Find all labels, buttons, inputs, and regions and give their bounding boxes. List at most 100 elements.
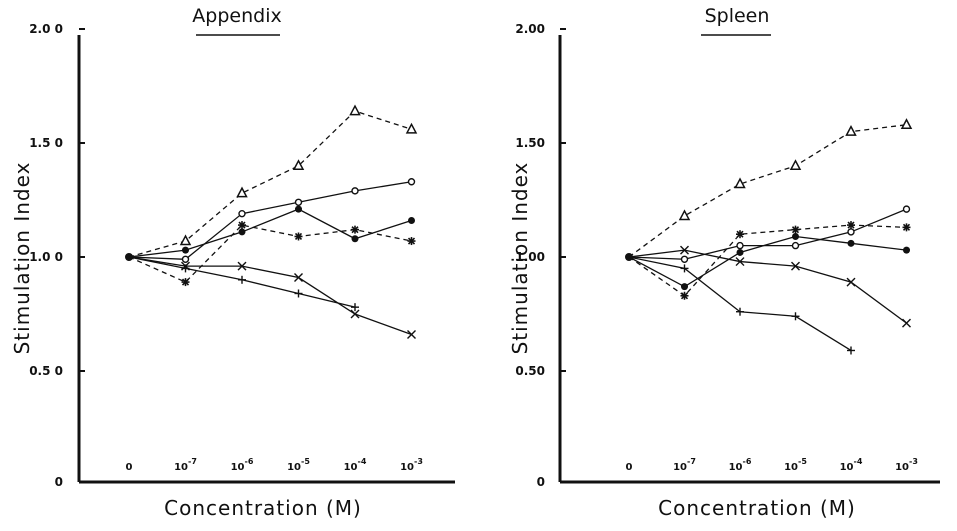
triangle-marker: [236, 186, 248, 198]
series-triangle: [128, 104, 418, 258]
x-tick-label: 10-3: [895, 457, 918, 473]
y-tick-label: 1.5 0: [29, 136, 63, 150]
x-marker: [237, 261, 247, 271]
triangle-marker: [900, 118, 913, 130]
asterisk-marker: [791, 225, 800, 234]
open-circle-marker: [736, 241, 744, 250]
triangle-marker: [734, 177, 746, 189]
y-tick-label: 2.00: [515, 22, 545, 36]
triangle-marker: [405, 122, 418, 134]
series-triangle: [628, 118, 913, 258]
series-asterisk: [628, 221, 911, 300]
filled-circle-marker: [295, 205, 302, 213]
filled-circle-marker: [847, 239, 855, 247]
x-tick-label: 10-6: [231, 457, 254, 473]
series-filled-circle: [128, 205, 415, 258]
y-tick-label: 2.0 0: [29, 22, 63, 36]
open-circle-marker: [351, 187, 359, 195]
series-line: [628, 249, 907, 324]
open-circle-marker: [294, 198, 303, 206]
triangle-marker: [789, 159, 802, 171]
triangle-marker: [678, 209, 691, 221]
filled-circle-marker: [182, 246, 189, 254]
series-plus: [628, 256, 855, 355]
x-tick-label: 0: [126, 462, 133, 473]
filled-circle-marker: [792, 232, 799, 240]
triangle-marker: [349, 104, 361, 116]
x-axis-title: Concentration (M): [164, 496, 362, 520]
filled-circle-marker: [351, 235, 359, 243]
open-circle-marker: [407, 178, 416, 186]
x-tick-label: 10-5: [784, 457, 807, 473]
open-circle-marker: [680, 255, 689, 263]
open-circle-marker: [847, 228, 855, 236]
asterisk-marker: [680, 291, 689, 300]
filled-circle-marker: [681, 283, 688, 291]
x-marker: [407, 330, 416, 340]
series-filled-circle: [628, 232, 910, 291]
origin-point: [625, 253, 633, 261]
spleen-panel: Spleen 0 0.50 1.00 1.50 2.00 0 10-7 10-6 10-5 10-4…: [508, 5, 940, 520]
series-line: [628, 224, 907, 297]
series-line: [628, 208, 907, 260]
asterisk-marker: [238, 221, 246, 230]
y-tick-label: 1.50: [515, 136, 545, 150]
series-line: [628, 124, 907, 258]
x-tick-label: 10-6: [729, 457, 752, 473]
x-marker: [791, 261, 800, 271]
series-line: [628, 235, 907, 288]
open-circle-marker: [181, 255, 190, 263]
y-tick-label: 0: [537, 475, 545, 489]
x-marker: [350, 309, 360, 319]
series-x: [128, 256, 416, 340]
asterisk-marker: [351, 225, 359, 234]
series-line: [628, 256, 852, 352]
x-marker: [680, 245, 689, 255]
open-circle-marker: [902, 205, 911, 213]
plus-marker: [680, 264, 689, 273]
filled-circle-marker: [408, 217, 415, 225]
plus-marker: [294, 289, 303, 298]
open-circle-marker: [238, 209, 246, 218]
x-marker: [294, 273, 303, 283]
y-tick-label: 0: [55, 475, 63, 489]
series-line: [128, 110, 412, 258]
plus-marker: [238, 275, 246, 284]
y-tick-label: 0.5 0: [29, 364, 63, 378]
chart-title: Spleen: [705, 5, 770, 27]
filled-circle-marker: [736, 248, 744, 256]
asterisk-marker: [902, 223, 911, 232]
plus-marker: [736, 307, 744, 316]
triangle-marker: [179, 234, 192, 246]
asterisk-marker: [847, 221, 855, 230]
plus-marker: [847, 346, 855, 355]
triangle-marker: [845, 124, 857, 136]
chart-title: Appendix: [192, 5, 281, 27]
asterisk-marker: [407, 237, 416, 246]
y-tick-label: 0.50: [515, 364, 545, 378]
plus-marker: [351, 303, 359, 312]
open-circle-marker: [791, 241, 800, 250]
x-tick-label: 10-7: [673, 457, 696, 473]
x-marker: [846, 277, 856, 287]
appendix-panel: Appendix 0 0.5 0 1.0 0 1.5 0 2.0 0 0 10-7 10-6 10…: [10, 5, 455, 520]
y-tick-label: 1.0 0: [29, 250, 63, 264]
x-tick-label: 10-7: [174, 457, 197, 473]
asterisk-marker: [736, 230, 744, 239]
x-tick-label: 10-5: [287, 457, 310, 473]
x-marker: [735, 257, 745, 267]
x-marker: [902, 318, 911, 328]
series-x: [628, 245, 911, 328]
y-tick-label: 1.00: [515, 250, 545, 264]
series-line: [128, 256, 412, 336]
x-tick-label: 0: [626, 462, 633, 473]
x-tick-label: 10-3: [400, 457, 423, 473]
asterisk-marker: [181, 278, 190, 287]
x-tick-label: 10-4: [344, 457, 367, 473]
series-line: [128, 208, 412, 258]
series-plus: [128, 256, 359, 312]
series-open-circle: [628, 205, 911, 263]
triangle-marker: [292, 159, 305, 171]
